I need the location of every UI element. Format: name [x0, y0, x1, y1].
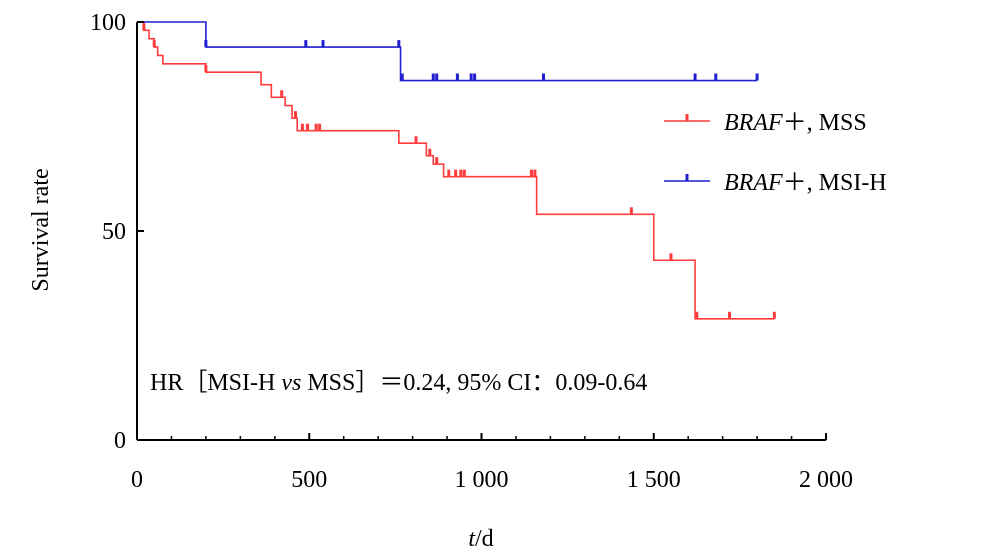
- legend-label-mss-rest: ＋, MSS: [783, 110, 867, 136]
- x-axis-ticks: 0 500 1 000 1 500 2 000: [131, 433, 853, 493]
- legend-item-msih: BRAF＋, MSI-H: [664, 170, 887, 196]
- legend-label-msih: BRAF＋, MSI-H: [724, 170, 887, 196]
- series-mss: [137, 21, 776, 320]
- x-axis-label-unit: /d: [475, 526, 494, 552]
- survival-curve-msih: [137, 21, 758, 82]
- legend-item-mss: BRAF＋, MSS: [664, 110, 867, 136]
- y-axis-label: Survival rate: [28, 168, 54, 291]
- hazard-ratio-annotation: HR［MSI-H vs MSS］＝0.24, 95% CI：0.09-0.64: [150, 369, 647, 396]
- x-axis-label-italic: t: [468, 526, 476, 552]
- x-axis-label: t/d: [468, 526, 493, 552]
- legend-label-msih-rest: ＋, MSI-H: [783, 170, 887, 196]
- series-msih: [137, 21, 759, 82]
- y-axis-ticks: 0 50 100: [90, 10, 144, 454]
- y-tick-label: 0: [114, 428, 126, 454]
- x-tick-label: 1 500: [627, 467, 681, 493]
- plot-area: [137, 21, 776, 320]
- x-tick-label: 500: [291, 467, 327, 493]
- y-tick-label: 100: [90, 10, 126, 36]
- legend-label-mss: BRAF＋, MSS: [724, 110, 867, 136]
- legend: BRAF＋, MSS BRAF＋, MSI-H: [664, 110, 887, 196]
- legend-label-mss-italic: BRAF: [724, 110, 783, 136]
- annotation-pre: HR［MSI-H: [150, 369, 281, 396]
- y-tick-label: 50: [102, 219, 126, 245]
- legend-label-msih-italic: BRAF: [724, 170, 783, 196]
- x-tick-label: 1 000: [455, 467, 509, 493]
- x-tick-label: 2 000: [799, 467, 853, 493]
- x-tick-label: 0: [131, 467, 143, 493]
- annotation-vs: vs: [281, 370, 301, 396]
- annotation-post: MSS］＝0.24, 95% CI：0.09-0.64: [301, 370, 647, 396]
